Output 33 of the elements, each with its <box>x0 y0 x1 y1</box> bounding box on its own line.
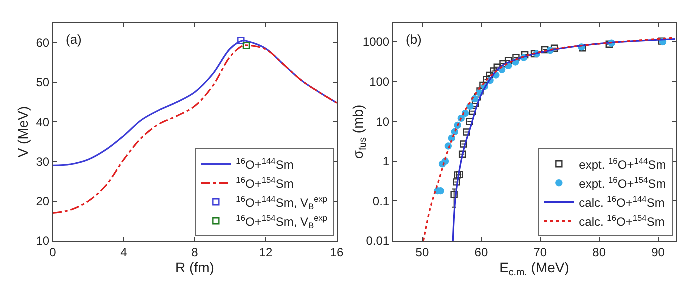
y-tick-label: 1 <box>382 154 390 169</box>
x-tick-label: 70 <box>534 245 548 260</box>
x-tick-label: 16 <box>330 245 344 260</box>
legend-label: expt. $^{16}$O+$^{154}$Sm <box>579 174 666 191</box>
y-tick-label: 20 <box>36 194 50 209</box>
x-axis-title: R (fm) <box>176 260 214 276</box>
x-tick-label: 8 <box>192 245 199 260</box>
legend-label: $^{16}$O+$^{154}$Sm <box>236 174 294 191</box>
y-tick-label: 60 <box>36 36 50 50</box>
legend-label: $^{16}$O+$^{144}$Sm <box>236 156 294 172</box>
x-tick-label: 80 <box>592 245 606 260</box>
y-tick-label: 50 <box>36 76 50 90</box>
legend-label: calc. $^{16}$O+$^{154}$Sm <box>579 212 665 229</box>
y-tick-label: 10 <box>36 234 50 248</box>
text: (b) <box>406 32 422 47</box>
text: (a) <box>66 32 82 47</box>
x-tick-label: 60 <box>474 245 488 260</box>
x-tick-label: 12 <box>259 245 273 260</box>
x-tick-label: 4 <box>120 245 128 260</box>
legend-label: calc. $^{16}$O+$^{144}$Sm <box>579 194 665 210</box>
y-tick-label: 10 <box>376 114 390 129</box>
y-axis-title: V (MeV) <box>14 106 31 158</box>
y-tick-label: 0.01 <box>366 234 390 248</box>
x-tick-label: 90 <box>652 245 666 260</box>
y-tick-label: 1000 <box>362 35 390 50</box>
y-tick-label: 30 <box>36 154 50 169</box>
legend-label: expt. $^{16}$O+$^{144}$Sm <box>579 156 666 172</box>
y-tick-label: 40 <box>36 115 50 130</box>
y-tick-label: 0.1 <box>372 194 390 208</box>
y-tick-label: 100 <box>370 74 390 89</box>
x-tick-label: 0 <box>50 245 57 260</box>
x-tick-label: 50 <box>416 245 430 260</box>
x-axis-title: E$_{c.m.}$ (MeV) <box>500 260 570 279</box>
